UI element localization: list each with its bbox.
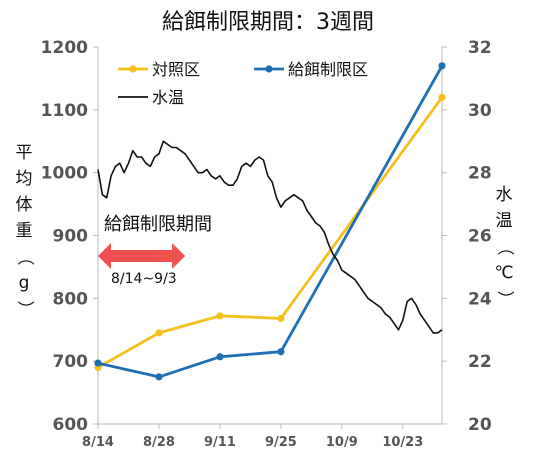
y-right-tick-label: 20 <box>468 415 492 435</box>
series-restricted-point <box>216 353 224 361</box>
y-left-tick-label: 900 <box>53 227 89 247</box>
y-right-tick-label: 22 <box>468 352 492 372</box>
legend-entry: 対照区 <box>152 60 200 79</box>
y-right-tick-label: 30 <box>468 101 492 121</box>
x-tick-label: 8/14 <box>82 435 114 450</box>
legend-entry: 水温 <box>152 88 184 107</box>
axis-label-char: 重 <box>15 221 33 241</box>
series-control-point <box>277 314 285 323</box>
axis-label-char: 温 <box>495 211 513 231</box>
y-right-tick-label: 28 <box>468 164 492 184</box>
series-restricted-point <box>155 373 163 381</box>
axis-label-char: 均 <box>15 169 33 189</box>
x-tick-label: 9/11 <box>204 435 236 450</box>
series-control-point <box>216 312 224 320</box>
y-right-tick-label: 32 <box>468 38 492 58</box>
legend-entry: 給餌制限区 <box>288 60 368 79</box>
y-right-tick-label: 26 <box>468 227 492 247</box>
series-control-point <box>438 93 446 101</box>
axis-label-char: 平 <box>15 143 33 163</box>
x-tick-label: 10/9 <box>326 435 358 450</box>
axis-label-char: 水 <box>495 185 513 205</box>
axis-label-char: 体 <box>15 195 33 215</box>
y-right-tick-label: 24 <box>468 289 492 309</box>
y-left-tick-label: 600 <box>53 415 89 435</box>
y-left-tick-label: 800 <box>53 289 89 309</box>
double-arrow <box>98 243 186 269</box>
legend-marker <box>265 65 273 73</box>
y-left-tick-label: 1000 <box>41 164 88 184</box>
chart-title: 給餌制限期間：3週間 <box>162 10 374 35</box>
x-tick-label: 10/23 <box>382 435 423 450</box>
series-restricted-point <box>438 62 446 70</box>
series-control-point <box>155 329 163 337</box>
y-axis-left-label: 平均体重（g） <box>12 140 36 322</box>
y-axis-right-label: 水温（℃） <box>492 182 516 312</box>
y-left-tick-label: 700 <box>53 352 89 372</box>
series-water-temp-line <box>97 140 443 334</box>
legend-marker <box>129 65 137 73</box>
series-restricted-point <box>277 348 285 356</box>
y-left-tick-label: 1100 <box>41 101 88 121</box>
annotation-label: 給餌制限期間 <box>104 214 212 235</box>
annotation-range-label: 8/14~9/3 <box>111 271 177 287</box>
x-tick-label: 9/25 <box>265 435 297 450</box>
axis-label-char: g <box>18 273 30 293</box>
series-restricted-point <box>94 359 102 367</box>
axis-label-char: ℃ <box>494 263 514 283</box>
y-left-tick-label: 1200 <box>41 38 88 58</box>
x-tick-label: 8/28 <box>143 435 175 450</box>
